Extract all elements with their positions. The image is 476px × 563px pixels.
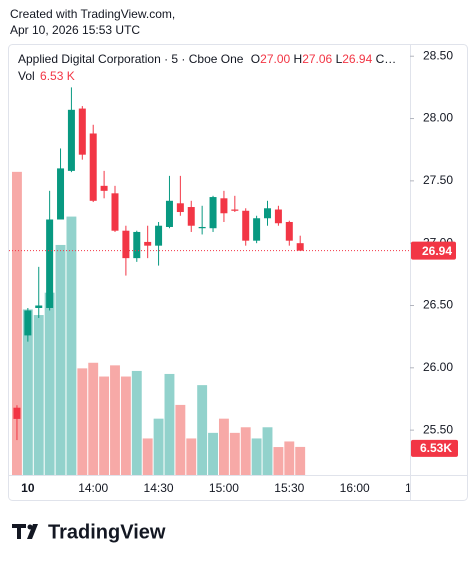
volume-bar bbox=[218, 418, 229, 475]
x-tick-label: 14:30 bbox=[144, 481, 174, 495]
volume-bar bbox=[22, 309, 33, 475]
candle-body bbox=[89, 133, 97, 201]
candle-body bbox=[13, 407, 21, 419]
volume-bar bbox=[99, 376, 110, 475]
last-volume-label: 6.53K bbox=[420, 441, 452, 455]
created-with: Created with TradingView.com, bbox=[10, 7, 175, 21]
candle-body bbox=[24, 310, 32, 336]
volume-legend-value: 6.53 K bbox=[40, 69, 75, 83]
volume-bar bbox=[262, 427, 273, 475]
legend-symbol: Applied Digital Corporation · 5 · Cboe O… bbox=[18, 52, 244, 66]
candle-body bbox=[296, 243, 304, 251]
y-tick-label: 28.50 bbox=[423, 48, 453, 62]
volume-bar bbox=[120, 376, 131, 475]
x-tick-label: 10 bbox=[21, 481, 35, 495]
candle-body bbox=[253, 218, 261, 241]
candle-body bbox=[198, 226, 206, 229]
candle-body bbox=[133, 231, 141, 259]
y-tick-label: 27.50 bbox=[423, 173, 453, 187]
volume-bar bbox=[66, 216, 77, 475]
candle-body bbox=[35, 305, 43, 308]
legend-line: Applied Digital Corporation · 5 · Cboe O… bbox=[18, 52, 396, 66]
last-price-box bbox=[411, 241, 456, 260]
volume-bar bbox=[153, 418, 164, 475]
volume-bar bbox=[55, 244, 66, 475]
volume-bar bbox=[197, 385, 208, 475]
volume-bar bbox=[229, 432, 240, 475]
chart-frame bbox=[8, 44, 468, 501]
candle-body bbox=[57, 168, 65, 220]
candle-body bbox=[122, 230, 130, 259]
y-tick-label: 26.50 bbox=[423, 298, 453, 312]
candle-body bbox=[231, 209, 239, 211]
volume-bar bbox=[12, 171, 22, 475]
legend-o: O bbox=[251, 52, 260, 66]
candle-body bbox=[100, 185, 108, 191]
volume-bar bbox=[131, 370, 142, 475]
candle-body bbox=[285, 221, 293, 241]
x-tick-label: 16:00 bbox=[340, 481, 370, 495]
volume-bar bbox=[251, 438, 262, 475]
candle-body bbox=[187, 207, 195, 226]
candle-body bbox=[111, 193, 119, 231]
volume-bar bbox=[164, 373, 175, 475]
legend-h: H bbox=[294, 52, 303, 66]
candle-body bbox=[155, 225, 163, 246]
timestamp: Apr 10, 2026 15:53 UTC bbox=[10, 23, 140, 37]
last-price-label: 26.94 bbox=[422, 244, 452, 258]
candle-body bbox=[220, 198, 228, 214]
y-tick-label: 25.50 bbox=[423, 422, 453, 436]
legend-open: 27.00 bbox=[260, 52, 290, 66]
plot bbox=[12, 87, 306, 475]
legend-low: 26.94 bbox=[342, 52, 372, 66]
y-tick-label: 26.00 bbox=[423, 360, 453, 374]
candle-body bbox=[67, 109, 75, 171]
volume-bar bbox=[186, 438, 197, 475]
brand: TradingView bbox=[48, 521, 166, 543]
y-tick-label: 28.00 bbox=[423, 111, 453, 125]
volume-bar bbox=[175, 404, 186, 475]
candle-body bbox=[274, 209, 282, 224]
candle-body bbox=[264, 208, 272, 219]
volume-bar bbox=[273, 447, 284, 475]
volume-bar bbox=[142, 438, 153, 475]
volume-bar bbox=[33, 315, 44, 475]
candle-body bbox=[78, 108, 86, 155]
volume-bar bbox=[44, 292, 55, 475]
volume-bar bbox=[284, 441, 295, 475]
volume-legend-label: Vol bbox=[18, 69, 35, 83]
x-tick-label: 15:00 bbox=[209, 481, 239, 495]
x-tick-label: 16:30 bbox=[405, 481, 435, 495]
candle-body bbox=[144, 241, 152, 246]
last-volume-box bbox=[411, 439, 458, 457]
legend-l: L bbox=[336, 52, 343, 66]
legend-c: C… bbox=[376, 52, 397, 66]
volume-bar bbox=[110, 365, 120, 475]
volume-bar bbox=[77, 368, 88, 475]
volume-bar bbox=[295, 446, 306, 475]
volume-bar bbox=[240, 427, 251, 475]
tradingview-logo bbox=[12, 524, 38, 539]
candle-body bbox=[46, 219, 54, 308]
volume-bar bbox=[208, 432, 218, 475]
legend-high: 27.06 bbox=[302, 52, 332, 66]
candle-body bbox=[242, 210, 250, 241]
volume-legend: Vol 6.53 K bbox=[18, 69, 75, 83]
candle-body bbox=[209, 197, 217, 229]
x-tick-label: 15:30 bbox=[274, 481, 304, 495]
x-tick-label: 14:00 bbox=[78, 481, 108, 495]
candle-body bbox=[165, 200, 173, 227]
candle-body bbox=[176, 203, 184, 213]
volume-bar bbox=[88, 362, 99, 475]
